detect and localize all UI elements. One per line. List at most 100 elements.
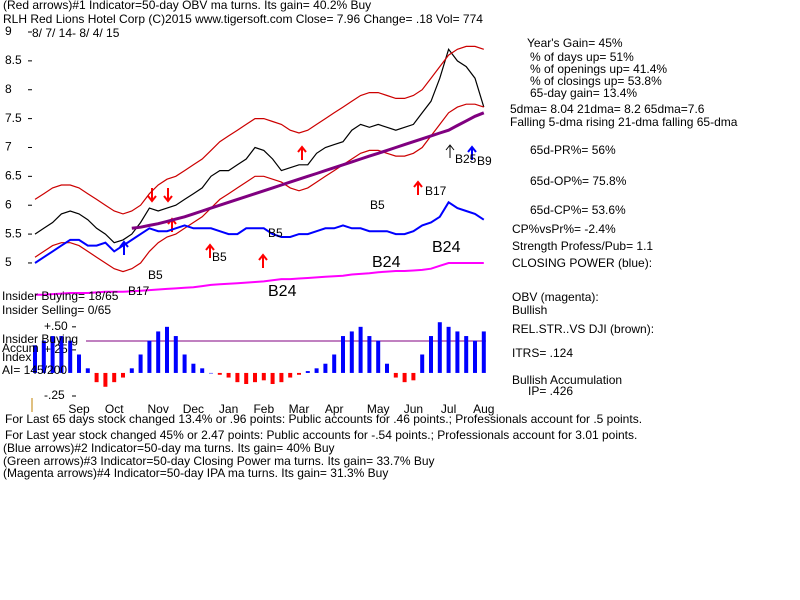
signal-label: B9: [477, 154, 492, 168]
accumulation-bar: [481, 331, 486, 373]
accumulation-bar: [121, 372, 125, 378]
insider-label: AI= 145/200: [2, 363, 67, 377]
stat-label: Strength Profess/Pub= 1.1: [512, 239, 653, 253]
x-tick-label: Dec: [183, 402, 204, 416]
x-tick-label: Feb: [253, 402, 274, 416]
x-tick-label: Aug: [473, 402, 494, 416]
accumulation-bar: [209, 372, 213, 374]
accumulation-bar: [217, 372, 222, 375]
accumulation-bar: [305, 371, 310, 373]
x-tick-label: Sep: [68, 402, 90, 416]
stat-label: CP%vsPr%= -2.4%: [512, 222, 616, 236]
y-tick-label: 7.5: [5, 111, 22, 125]
signal-label: B17: [425, 184, 447, 198]
accumulation-bar: [314, 368, 319, 373]
chart-subtitle: RLH Red Lions Hotel Corp (C)2015 www.tig…: [3, 12, 483, 26]
accumulation-bar: [165, 326, 169, 373]
stat-label: IP= .426: [528, 384, 573, 398]
accumulation-bar: [420, 354, 425, 373]
y-tick-label: 6.5: [5, 169, 22, 183]
accumulation-bar: [261, 372, 266, 381]
stat-label: OBV (magenta):: [512, 290, 599, 304]
stat-label: Falling 5-dma rising 21-dma falling 65-d…: [510, 115, 738, 129]
accumulation-bar: [349, 331, 354, 373]
accumulation-bar: [323, 363, 328, 373]
stat-label: % of closings up= 53.8%: [530, 74, 662, 88]
stat-label: 65d-PR%= 56%: [530, 143, 616, 157]
series-line: [35, 262, 484, 296]
signal-label: B5: [268, 226, 283, 240]
accumulation-bar: [464, 336, 469, 373]
series-line: [131, 111, 485, 230]
stat-label: 65-day gain= 13.4%: [530, 86, 637, 100]
accumulation-bar: [112, 372, 117, 383]
accumulation-bar: [429, 336, 433, 373]
footer-line: (Green arrows)#3 Indicator=50-day Closin…: [3, 454, 435, 468]
accumulation-bar: [147, 340, 152, 373]
stat-label: 65d-OP%= 75.8%: [530, 174, 627, 188]
x-tick-label: May: [367, 402, 390, 416]
accumulation-bar: [376, 340, 381, 373]
accumulation-bar: [270, 372, 275, 385]
x-tick-label: Mar: [289, 402, 310, 416]
signal-label: B24: [372, 254, 401, 271]
signal-label: B5: [212, 250, 227, 264]
signal-label: B5: [370, 198, 385, 212]
x-tick-label: Jun: [404, 402, 423, 416]
accumulation-bar: [59, 336, 64, 373]
accumulation-bar: [200, 368, 205, 373]
series-line: [34, 103, 484, 273]
stat-label: Year's Gain= 45%: [527, 36, 623, 50]
accumulation-bar: [156, 331, 161, 373]
x-tick-label: Apr: [325, 402, 344, 416]
accumulation-bar: [244, 372, 249, 385]
stat-label: % of openings up= 41.4%: [530, 62, 667, 76]
accumulation-bar: [253, 372, 257, 383]
stat-label: % of days up= 51%: [530, 50, 634, 64]
stat-label: 5dma= 8.04 21dma= 8.2 65dma=7.6: [510, 102, 705, 116]
signal-label: B17: [128, 284, 150, 298]
accumulation-bar: [103, 372, 108, 387]
series-line: [34, 48, 485, 244]
accumulation-bar: [50, 336, 55, 373]
accumulation-bar: [41, 340, 46, 373]
x-tick-label: Jul: [441, 402, 456, 416]
y-tick-label: 5.5: [5, 226, 22, 240]
accumulation-bar: [393, 372, 398, 378]
accumulation-bar: [437, 322, 442, 373]
accumulation-bar: [402, 372, 407, 383]
accumulation-bar: [191, 363, 196, 373]
accumulation-bar: [385, 363, 389, 373]
insider-label: Insider Selling= 0/65: [2, 303, 111, 317]
y-tick-label: 5: [5, 255, 12, 269]
accumulation-bar: [226, 372, 231, 378]
accumulation-bar: [367, 336, 372, 373]
x-tick-label: Nov: [148, 402, 169, 416]
accumulation-bar: [173, 336, 178, 373]
accumulation-bar: [138, 354, 143, 373]
accumulation-bar: [446, 326, 451, 373]
y-tick-label: 8: [5, 82, 12, 96]
accumulation-bar: [85, 368, 90, 373]
signal-label: B24: [432, 239, 461, 256]
stat-label: 65d-CP%= 53.6%: [530, 203, 626, 217]
accumulation-bar: [473, 340, 477, 373]
insider-label: Index: [2, 350, 31, 364]
accumulation-bar: [341, 336, 345, 373]
y-tick-label: 8.5: [5, 53, 22, 67]
accumulation-bar: [455, 331, 460, 373]
accumulation-bar: [77, 354, 81, 373]
stat-label: Bullish: [512, 303, 547, 317]
footer-line: (Magenta arrows)#4 Indicator=50-day IPA …: [3, 466, 388, 480]
signal-label: B5: [148, 268, 163, 282]
stat-label: ITRS= .124: [512, 346, 573, 360]
chart-title: (Red arrows)#1 Indicator=50-day OBV ma t…: [3, 0, 371, 12]
signal-label: B25: [455, 152, 477, 166]
accumulation-bar: [94, 372, 99, 383]
x-tick-label: Oct: [105, 402, 124, 416]
accumulation-bar: [288, 372, 293, 378]
y2-tick-label: +.50: [44, 319, 68, 333]
accumulation-bar: [182, 354, 187, 373]
